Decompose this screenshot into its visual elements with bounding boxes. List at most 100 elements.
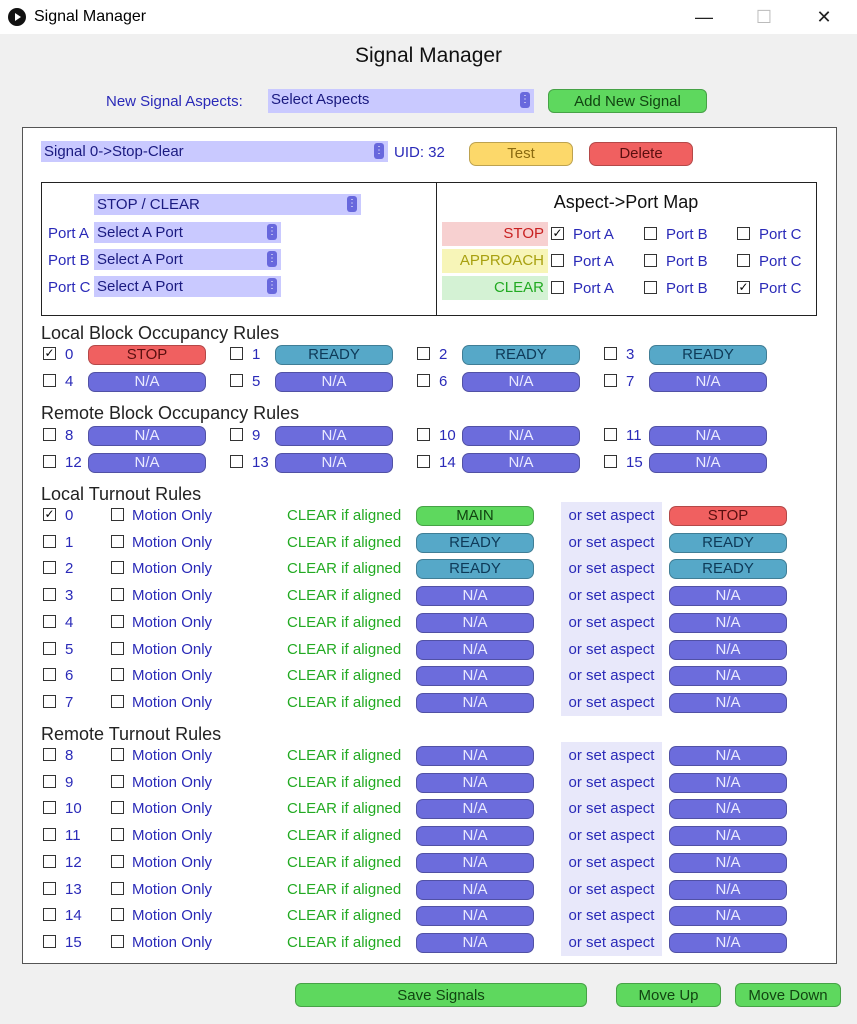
aspect-type-dropdown[interactable]: STOP / CLEAR ⋮	[94, 194, 361, 215]
block-aspect-select[interactable]: STOP	[88, 345, 206, 365]
aligned-position-select[interactable]: N/A	[416, 826, 534, 847]
block-checkbox[interactable]	[417, 347, 430, 360]
aspect-port-checkbox[interactable]	[644, 227, 657, 240]
block-aspect-select[interactable]: N/A	[649, 372, 767, 392]
aspect-port-checkbox[interactable]: ✓	[551, 227, 564, 240]
aligned-position-select[interactable]: READY	[416, 532, 534, 553]
set-aspect-select[interactable]: N/A	[669, 826, 787, 847]
aspect-port-checkbox[interactable]	[551, 254, 564, 267]
block-checkbox[interactable]	[417, 428, 430, 441]
turnout-checkbox[interactable]	[43, 588, 56, 602]
set-aspect-select[interactable]: N/A	[669, 906, 787, 927]
motion-only-checkbox[interactable]	[111, 588, 124, 602]
aspect-port-checkbox[interactable]	[644, 281, 657, 294]
aspect-port-checkbox[interactable]	[551, 281, 564, 294]
motion-only-checkbox[interactable]	[111, 828, 124, 842]
turnout-checkbox[interactable]	[43, 561, 56, 575]
signal-select-dropdown[interactable]: Signal 0->Stop-Clear ⋮	[41, 141, 388, 162]
motion-only-checkbox[interactable]	[111, 508, 124, 521]
delete-button[interactable]: Delete	[589, 142, 693, 166]
turnout-checkbox[interactable]	[43, 828, 56, 842]
block-aspect-select[interactable]: READY	[462, 345, 580, 365]
set-aspect-select[interactable]: READY	[669, 532, 787, 553]
motion-only-checkbox[interactable]	[111, 774, 124, 788]
turnout-checkbox[interactable]	[43, 668, 56, 682]
block-checkbox[interactable]	[230, 455, 243, 468]
turnout-checkbox[interactable]	[43, 694, 56, 708]
block-checkbox[interactable]	[417, 455, 430, 468]
set-aspect-select[interactable]: N/A	[669, 772, 787, 793]
motion-only-checkbox[interactable]	[111, 934, 124, 948]
turnout-checkbox[interactable]	[43, 614, 56, 628]
turnout-checkbox[interactable]	[43, 801, 56, 815]
block-aspect-select[interactable]: N/A	[649, 426, 767, 446]
motion-only-checkbox[interactable]	[111, 641, 124, 655]
test-button[interactable]: Test	[469, 142, 573, 166]
aligned-position-select[interactable]: READY	[416, 559, 534, 580]
block-aspect-select[interactable]: N/A	[649, 453, 767, 473]
block-checkbox[interactable]: ✓	[43, 347, 56, 360]
aspect-port-checkbox[interactable]	[737, 254, 750, 267]
turnout-checkbox[interactable]	[43, 534, 56, 548]
set-aspect-select[interactable]: N/A	[669, 666, 787, 687]
aspect-port-checkbox[interactable]	[644, 254, 657, 267]
motion-only-checkbox[interactable]	[111, 908, 124, 922]
select-aspects-dropdown[interactable]: Select Aspects ⋮	[268, 89, 534, 113]
set-aspect-select[interactable]: N/A	[669, 692, 787, 713]
turnout-checkbox[interactable]	[43, 908, 56, 922]
aligned-position-select[interactable]: N/A	[416, 746, 534, 766]
set-aspect-select[interactable]: N/A	[669, 746, 787, 766]
aligned-position-select[interactable]: N/A	[416, 906, 534, 927]
block-aspect-select[interactable]: READY	[275, 345, 393, 365]
aligned-position-select[interactable]: MAIN	[416, 506, 534, 526]
block-checkbox[interactable]	[604, 347, 617, 360]
set-aspect-select[interactable]: N/A	[669, 879, 787, 900]
block-checkbox[interactable]	[230, 347, 243, 360]
block-checkbox[interactable]	[604, 374, 617, 387]
aligned-position-select[interactable]: N/A	[416, 799, 534, 820]
minimize-button[interactable]: —	[695, 7, 713, 27]
block-aspect-select[interactable]: N/A	[462, 372, 580, 392]
motion-only-checkbox[interactable]	[111, 748, 124, 761]
aligned-position-select[interactable]: N/A	[416, 932, 534, 953]
aligned-position-select[interactable]: N/A	[416, 772, 534, 793]
block-aspect-select[interactable]: READY	[649, 345, 767, 365]
motion-only-checkbox[interactable]	[111, 668, 124, 682]
motion-only-checkbox[interactable]	[111, 881, 124, 895]
set-aspect-select[interactable]: N/A	[669, 799, 787, 820]
block-checkbox[interactable]	[43, 428, 56, 441]
block-aspect-select[interactable]: N/A	[275, 426, 393, 446]
set-aspect-select[interactable]: N/A	[669, 639, 787, 660]
block-checkbox[interactable]	[604, 428, 617, 441]
move-down-button[interactable]: Move Down	[735, 983, 841, 1007]
block-aspect-select[interactable]: N/A	[275, 372, 393, 392]
aligned-position-select[interactable]: N/A	[416, 639, 534, 660]
aligned-position-select[interactable]: N/A	[416, 612, 534, 633]
set-aspect-select[interactable]: N/A	[669, 852, 787, 873]
save-signals-button[interactable]: Save Signals	[295, 983, 587, 1007]
set-aspect-select[interactable]: N/A	[669, 586, 787, 607]
turnout-checkbox[interactable]	[43, 748, 56, 761]
aligned-position-select[interactable]: N/A	[416, 879, 534, 900]
motion-only-checkbox[interactable]	[111, 801, 124, 815]
add-new-signal-button[interactable]: Add New Signal	[548, 89, 707, 113]
motion-only-checkbox[interactable]	[111, 614, 124, 628]
block-aspect-select[interactable]: N/A	[88, 372, 206, 392]
set-aspect-select[interactable]: STOP	[669, 506, 787, 526]
block-aspect-select[interactable]: N/A	[275, 453, 393, 473]
block-checkbox[interactable]	[230, 428, 243, 441]
turnout-checkbox[interactable]: ✓	[43, 508, 56, 521]
set-aspect-select[interactable]: N/A	[669, 612, 787, 633]
aspect-port-checkbox[interactable]: ✓	[737, 281, 750, 294]
block-checkbox[interactable]	[230, 374, 243, 387]
block-aspect-select[interactable]: N/A	[88, 453, 206, 473]
block-aspect-select[interactable]: N/A	[462, 453, 580, 473]
turnout-checkbox[interactable]	[43, 881, 56, 895]
aligned-position-select[interactable]: N/A	[416, 692, 534, 713]
turnout-checkbox[interactable]	[43, 854, 56, 868]
block-checkbox[interactable]	[43, 455, 56, 468]
turnout-checkbox[interactable]	[43, 774, 56, 788]
set-aspect-select[interactable]: N/A	[669, 932, 787, 953]
maximize-button[interactable]: ☐	[755, 7, 773, 27]
move-up-button[interactable]: Move Up	[616, 983, 721, 1007]
